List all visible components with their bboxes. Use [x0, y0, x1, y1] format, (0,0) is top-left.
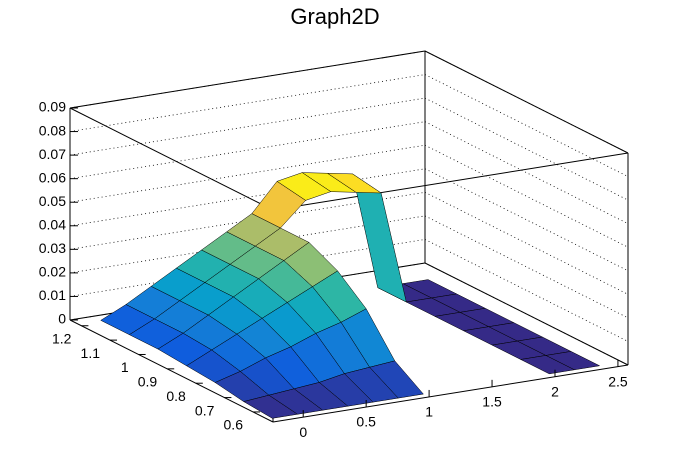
y-tick-label: 1	[121, 359, 129, 375]
y-tick-label: 0.7	[195, 402, 215, 418]
y-tick-label: 0.8	[166, 388, 186, 404]
z-tick-label: 0.04	[39, 216, 66, 232]
surface-cell	[519, 355, 576, 375]
z-tick-label: 0.09	[39, 99, 66, 115]
grid-line	[424, 121, 629, 225]
box-edge	[424, 50, 629, 154]
z-tick-label: 0.08	[39, 122, 66, 138]
chart-title: Graph2D	[290, 4, 379, 29]
grid-line	[69, 121, 426, 180]
y-tick-label: 0.6	[224, 417, 244, 433]
x-tick-label: 1.5	[482, 394, 502, 410]
x-tick-label: 0.5	[356, 414, 376, 430]
grid-line	[424, 74, 629, 177]
y-tick-label: 1.1	[81, 345, 101, 361]
x-tick-label: 2.5	[608, 373, 628, 389]
x-tick-label: 0	[299, 424, 307, 440]
grid-line	[424, 97, 629, 201]
z-tick-label: 0.02	[39, 264, 66, 280]
box-edge	[69, 50, 426, 109]
surface-cell	[243, 394, 299, 419]
grid-line	[424, 191, 629, 295]
z-tick-label: 0	[58, 311, 66, 327]
z-tick-label: 0.06	[39, 169, 66, 185]
grid-line	[69, 97, 426, 156]
z-tick-label: 0.03	[39, 240, 66, 256]
y-tick-label: 0.9	[138, 374, 158, 390]
box-edge	[272, 364, 629, 423]
z-tick-label: 0.07	[39, 146, 66, 162]
box-edge	[424, 262, 629, 366]
z-tick-label: 0.05	[39, 193, 66, 209]
y-tick-label: 1.2	[52, 330, 72, 346]
x-tick-label: 2	[551, 383, 559, 399]
box-edge	[69, 107, 274, 211]
grid-line	[69, 74, 426, 132]
z-tick-label: 0.01	[39, 287, 66, 303]
x-tick-label: 1	[425, 404, 433, 420]
box-edge	[69, 319, 274, 423]
grid-line	[424, 144, 629, 248]
grid-line	[424, 168, 629, 272]
